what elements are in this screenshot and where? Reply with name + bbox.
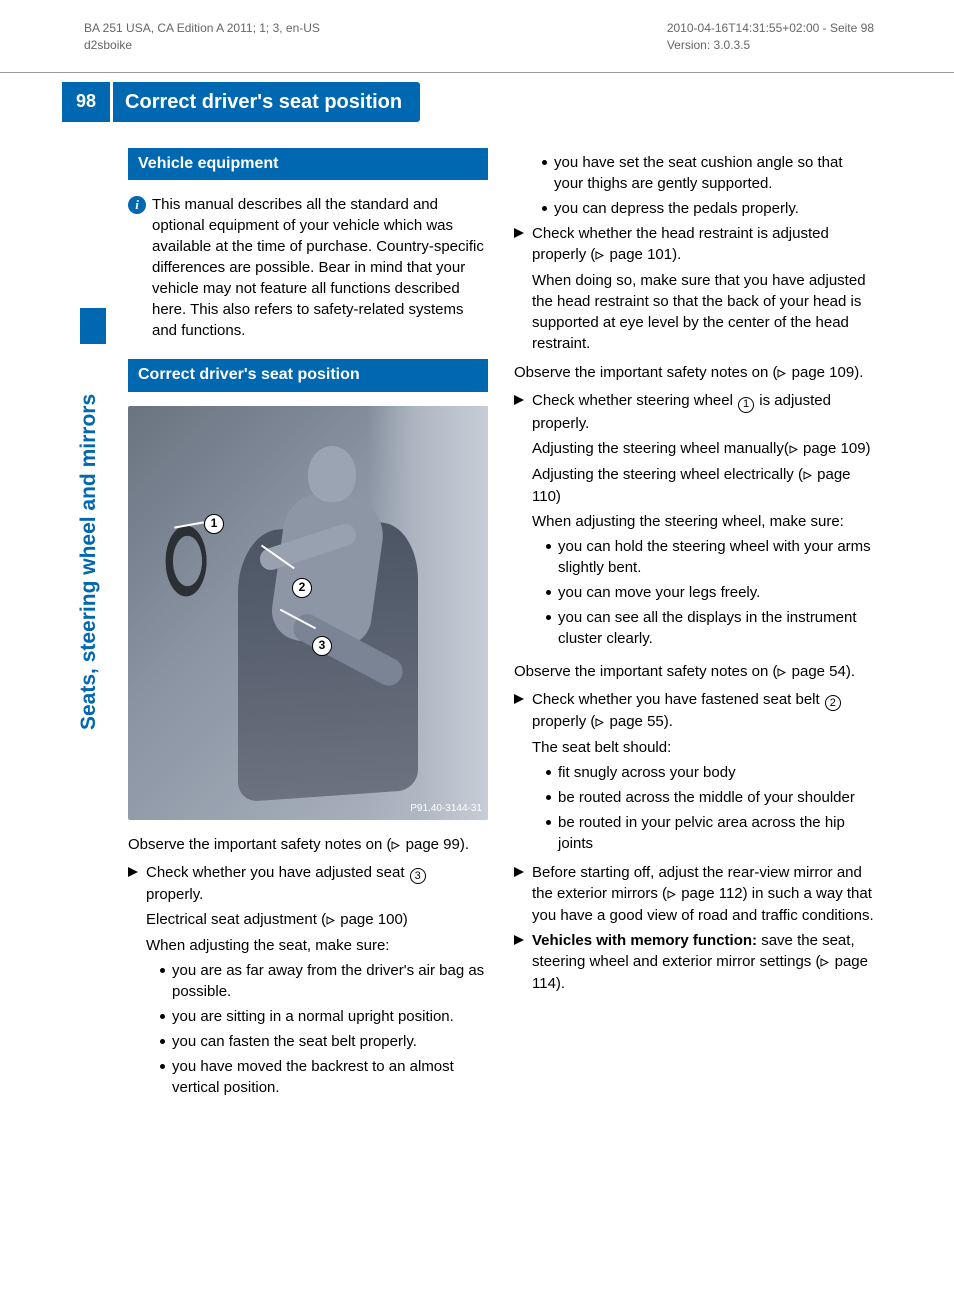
seat-adjust-bullets: you are as far away from the driver's ai…	[146, 960, 488, 1098]
text: page 99).	[401, 836, 469, 853]
section-side-label: Seats, steering wheel and mirrors	[74, 394, 103, 730]
steering-electric-ref: Adjusting the steering wheel electricall…	[532, 464, 874, 507]
figure-id: P91.40-3144-31	[410, 802, 482, 816]
right-column: you have set the seat cushion angle so t…	[514, 148, 874, 1254]
list-item: you have moved the backrest to an almost…	[160, 1056, 488, 1098]
list-item: you are sitting in a normal upright posi…	[160, 1006, 488, 1027]
step-adjust-mirrors: Before starting off, adjust the rear-vie…	[514, 862, 874, 926]
page-ref-icon	[595, 245, 604, 266]
text: page 100)	[336, 911, 408, 928]
doc-meta-header: BA 251 USA, CA Edition A 2011; 1; 3, en-…	[84, 20, 874, 54]
info-icon: i	[128, 196, 146, 214]
head-restraint-note: When doing so, make sure that you have a…	[532, 270, 874, 354]
step-check-head-restraint: Check whether the head restraint is adju…	[514, 223, 874, 354]
list-item: you are as far away from the driver's ai…	[160, 960, 488, 1002]
side-tab-marker	[80, 308, 106, 344]
doc-id-line2: d2sboike	[84, 37, 320, 54]
figure-callout-2: 2	[292, 578, 312, 598]
step-marker-icon	[514, 935, 528, 945]
doc-timestamp: 2010-04-16T14:31:55+02:00 - Seite 98	[667, 20, 874, 37]
when-adjusting-seat: When adjusting the seat, make sure:	[146, 935, 488, 956]
page-title: Correct driver's seat position	[113, 82, 420, 122]
figure-callout-1: 1	[204, 514, 224, 534]
page-ref-icon	[777, 662, 786, 683]
section-heading-seat-position: Correct driver's seat position	[128, 359, 488, 391]
step-marker-icon	[514, 694, 528, 704]
figure-callout-3: 3	[312, 636, 332, 656]
page-ref-icon	[777, 363, 786, 384]
list-item: you have set the seat cushion angle so t…	[542, 152, 874, 194]
text: page 101).	[605, 246, 681, 263]
callout-ref-1: 1	[738, 397, 754, 413]
section-heading-vehicle-equipment: Vehicle equipment	[128, 148, 488, 180]
callout-ref-2: 2	[825, 695, 841, 711]
seat-position-figure: 1 2 3 P91.40-3144-31	[128, 406, 488, 820]
steering-manual-ref: Adjusting the steering wheel manually( p…	[532, 438, 874, 460]
info-note-text: This manual describes all the standard a…	[152, 194, 488, 341]
seat-belt-bullets: fit snugly across your body be routed acr…	[532, 762, 874, 854]
observe-safety-99: Observe the important safety notes on ( …	[128, 834, 488, 856]
list-item: be routed across the middle of your shou…	[546, 787, 874, 808]
step-marker-icon	[128, 867, 142, 877]
observe-safety-109: Observe the important safety notes on ( …	[514, 362, 874, 384]
page-ref-icon	[803, 465, 812, 486]
observe-safety-54: Observe the important safety notes on ( …	[514, 661, 874, 683]
page-ref-icon	[326, 910, 335, 931]
doc-version: Version: 3.0.3.5	[667, 37, 874, 54]
when-adjusting-wheel: When adjusting the steering wheel, make …	[532, 511, 874, 532]
doc-id-line1: BA 251 USA, CA Edition A 2011; 1; 3, en-…	[84, 20, 320, 37]
memory-function-label: Vehicles with memory function:	[532, 932, 757, 949]
callout-ref-3: 3	[410, 868, 426, 884]
electrical-seat-adjustment-ref: Electrical seat adjustment ( page 100)	[146, 909, 488, 931]
page-number: 98	[62, 82, 110, 122]
step-marker-icon	[514, 867, 528, 877]
text: Observe the important safety notes on (	[514, 364, 777, 381]
text: Observe the important safety notes on (	[128, 836, 391, 853]
list-item: you can move your legs freely.	[546, 582, 874, 603]
page-ref-icon	[391, 835, 400, 856]
text: properly (	[532, 713, 595, 730]
list-item: fit snugly across your body	[546, 762, 874, 783]
content-area: Vehicle equipment i This manual describe…	[128, 148, 874, 1254]
text: page 109)	[799, 440, 871, 457]
text: Check whether you have fastened seat bel…	[532, 691, 824, 708]
step-check-steering-wheel: Check whether steering wheel 1 is adjust…	[514, 390, 874, 653]
text: Adjusting the steering wheel manually(	[532, 440, 789, 457]
steering-wheel-bullets: you can hold the steering wheel with you…	[532, 536, 874, 649]
text: Check whether you have adjusted seat	[146, 864, 409, 881]
step-marker-icon	[514, 395, 528, 405]
text: Observe the important safety notes on (	[514, 663, 777, 680]
text: page 109).	[787, 364, 863, 381]
step-memory-function: Vehicles with memory function: save the …	[514, 930, 874, 994]
text: Adjusting the steering wheel electricall…	[532, 466, 803, 483]
list-item: you can see all the displays in the inst…	[546, 607, 874, 649]
header-rule	[0, 72, 954, 73]
page-ref-icon	[667, 884, 676, 905]
page-header: 98 Correct driver's seat position	[62, 82, 420, 122]
text: page 55).	[605, 713, 673, 730]
text: properly.	[146, 886, 203, 903]
page-ref-icon	[789, 439, 798, 460]
page-ref-icon	[595, 712, 604, 733]
list-item: you can depress the pedals properly.	[542, 198, 874, 219]
text: Check whether steering wheel	[532, 392, 737, 409]
seat-adjust-bullets-cont: you have set the seat cushion angle so t…	[514, 152, 874, 223]
list-item: you can fasten the seat belt properly.	[160, 1031, 488, 1052]
text: Electrical seat adjustment (	[146, 911, 326, 928]
left-column: Vehicle equipment i This manual describe…	[128, 148, 488, 1254]
text: page 54).	[787, 663, 855, 680]
list-item: be routed in your pelvic area across the…	[546, 812, 874, 854]
step-check-seat: Check whether you have adjusted seat 3 p…	[128, 862, 488, 1103]
list-item: you can hold the steering wheel with you…	[546, 536, 874, 578]
seat-belt-should: The seat belt should:	[532, 737, 874, 758]
step-check-seat-belt: Check whether you have fastened seat bel…	[514, 689, 874, 859]
info-note: i This manual describes all the standard…	[128, 194, 488, 341]
page-ref-icon	[820, 952, 829, 973]
step-marker-icon	[514, 228, 528, 238]
